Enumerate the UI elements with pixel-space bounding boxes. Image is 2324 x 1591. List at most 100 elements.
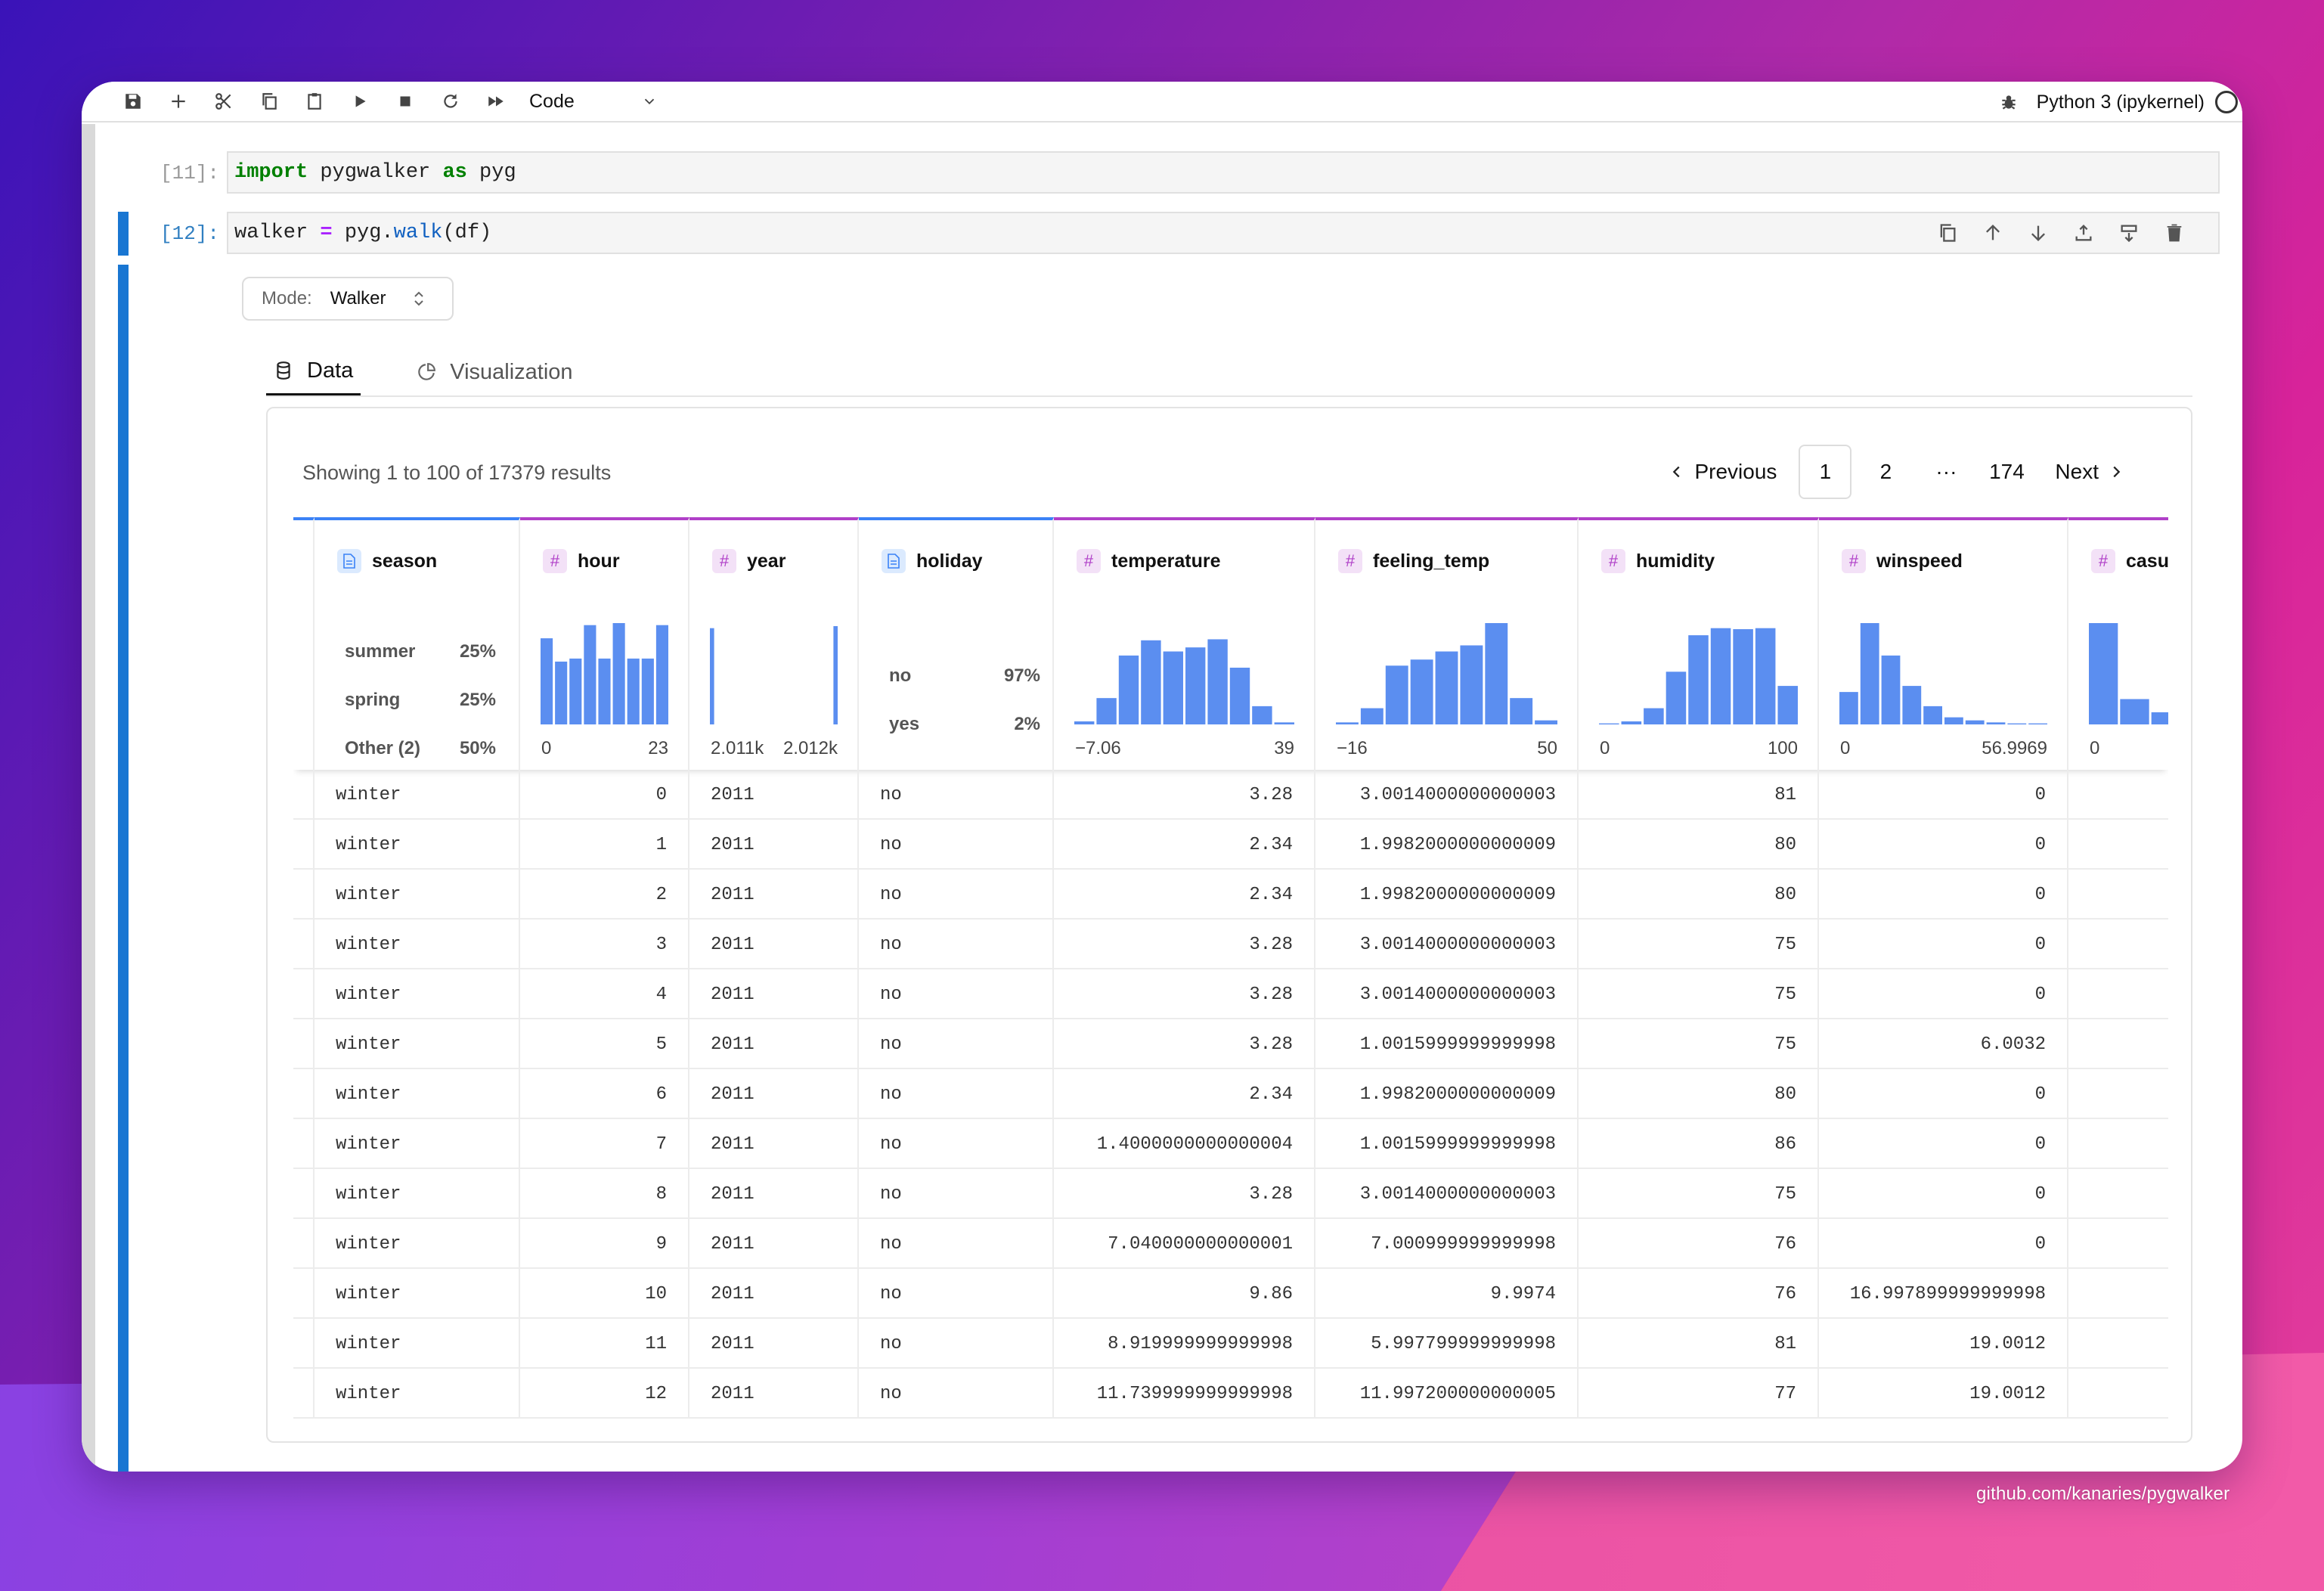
table-cell[interactable]: winter — [315, 969, 520, 1019]
table-cell-casual[interactable] — [2068, 1319, 2168, 1369]
table-cell[interactable]: 4 — [520, 969, 689, 1019]
table-cell[interactable]: 7.000999999999998 — [1315, 1219, 1579, 1269]
histogram-bar[interactable] — [1118, 655, 1139, 724]
table-cell[interactable]: 5 — [520, 1019, 689, 1069]
table-cell[interactable]: 80 — [1579, 870, 1819, 920]
table-row[interactable]: winter 11 2011 no 8.919999999999998 5.9977999… — [293, 1319, 2168, 1369]
histogram-bar[interactable] — [1510, 698, 1533, 724]
table-cell[interactable]: 1.0015999999999998 — [1315, 1119, 1579, 1169]
table-cell[interactable]: 1.4000000000000004 — [1054, 1119, 1315, 1169]
table-cell[interactable]: 75 — [1579, 1169, 1819, 1219]
code-cell-12[interactable]: walker = pyg. walk (df) — [227, 212, 2220, 254]
previous-page-button[interactable]: Previous — [1669, 460, 1777, 484]
table-cell-casual[interactable] — [2068, 1369, 2168, 1419]
table-cell[interactable]: 2.34 — [1054, 1069, 1315, 1119]
stop-icon[interactable] — [383, 86, 428, 116]
table-cell-casual[interactable] — [2068, 969, 2168, 1019]
table-cell[interactable]: 12 — [520, 1369, 689, 1419]
table-cell[interactable]: 2011 — [689, 1019, 859, 1069]
table-row[interactable]: winter 2 2011 no 2.34 1.9982000000000009 80 0 — [293, 870, 2168, 920]
table-cell[interactable]: 0 — [1819, 969, 2068, 1019]
histogram-bar[interactable] — [1485, 623, 1508, 724]
table-row[interactable]: winter 9 2011 no 7.040000000000001 7.00099999… — [293, 1219, 2168, 1269]
table-cell-casual[interactable] — [2068, 820, 2168, 870]
page-2-button[interactable]: 2 — [1879, 460, 1892, 483]
column-header-season[interactable]: season summer 25% spring 25% Other (2) 50% — [315, 517, 520, 770]
tab-data[interactable]: Data — [266, 354, 361, 396]
histogram-bar[interactable] — [541, 638, 553, 724]
histogram-bar[interactable] — [1435, 651, 1458, 724]
code-cell-11[interactable]: import pygwalker as pyg — [227, 151, 2220, 194]
table-cell[interactable]: 7 — [520, 1119, 689, 1169]
table-row[interactable]: winter 12 2011 no 11.739999999999998 11.99720… — [293, 1369, 2168, 1419]
table-cell[interactable]: winter — [315, 1319, 520, 1369]
table-cell[interactable]: 3.0014000000000003 — [1315, 770, 1579, 820]
histogram-bar[interactable] — [1923, 706, 1942, 724]
histogram-bar[interactable] — [1710, 628, 1731, 724]
table-row[interactable]: winter 5 2011 no 3.28 1.0015999999999998 75 6.0… — [293, 1019, 2168, 1069]
histogram-bar[interactable] — [1986, 722, 2006, 724]
table-cell[interactable]: 76 — [1579, 1219, 1819, 1269]
histogram-bar[interactable] — [710, 628, 714, 724]
table-cell[interactable]: 0 — [1819, 870, 2068, 920]
table-cell[interactable]: no — [859, 1019, 1054, 1069]
histogram-bar[interactable] — [641, 658, 654, 724]
table-cell-casual[interactable] — [2068, 1119, 2168, 1169]
histogram-bar[interactable] — [1902, 686, 1922, 724]
table-cell[interactable]: 3.28 — [1054, 1169, 1315, 1219]
table-cell[interactable]: 2011 — [689, 1319, 859, 1369]
table-cell[interactable]: 6 — [520, 1069, 689, 1119]
table-cell[interactable]: 3.0014000000000003 — [1315, 920, 1579, 969]
table-cell[interactable]: 3.28 — [1054, 1019, 1315, 1069]
table-cell[interactable]: 16.997899999999998 — [1819, 1269, 2068, 1319]
table-cell[interactable]: 1.9982000000000009 — [1315, 1069, 1579, 1119]
table-cell[interactable]: 5.997799999999998 — [1315, 1319, 1579, 1369]
histogram-bar[interactable] — [1839, 692, 1858, 724]
table-cell-casual[interactable] — [2068, 1069, 2168, 1119]
histogram-bar[interactable] — [598, 658, 611, 724]
table-cell[interactable]: 11.997200000000005 — [1315, 1369, 1579, 1419]
table-cell[interactable]: 0 — [1819, 1119, 2068, 1169]
histogram-bar[interactable] — [655, 625, 668, 724]
table-cell[interactable]: 2011 — [689, 1069, 859, 1119]
table-cell[interactable]: 75 — [1579, 969, 1819, 1019]
table-cell[interactable]: 3 — [520, 920, 689, 969]
table-cell[interactable]: winter — [315, 1169, 520, 1219]
histogram-bar[interactable] — [1860, 623, 1879, 724]
table-cell[interactable]: 2011 — [689, 870, 859, 920]
table-cell[interactable]: 2.34 — [1054, 820, 1315, 870]
histogram-bar[interactable] — [1688, 635, 1709, 724]
move-up-icon[interactable] — [1970, 222, 2016, 243]
table-row[interactable]: winter 3 2011 no 3.28 3.0014000000000003 75 0 — [293, 920, 2168, 969]
duplicate-cell-icon[interactable] — [1925, 222, 1970, 243]
table-cell[interactable]: no — [859, 1319, 1054, 1369]
histogram-bar[interactable] — [2151, 712, 2168, 724]
histogram-bar[interactable] — [612, 623, 625, 724]
table-cell-casual[interactable] — [2068, 920, 2168, 969]
table-cell[interactable]: winter — [315, 1019, 520, 1069]
column-header-casual[interactable]: # casual 0 — [2068, 517, 2168, 770]
next-page-button[interactable]: Next — [2055, 460, 2124, 484]
table-cell[interactable]: no — [859, 1219, 1054, 1269]
table-cell[interactable]: 1.9982000000000009 — [1315, 870, 1579, 920]
move-down-icon[interactable] — [2016, 222, 2061, 243]
table-cell[interactable]: no — [859, 820, 1054, 870]
table-cell[interactable]: 76 — [1579, 1269, 1819, 1319]
table-cell[interactable]: 0 — [520, 770, 689, 820]
table-cell[interactable]: winter — [315, 1269, 520, 1319]
tab-visualization[interactable]: Visualization — [409, 354, 580, 390]
table-cell[interactable]: 9.86 — [1054, 1269, 1315, 1319]
table-cell[interactable]: 3.28 — [1054, 920, 1315, 969]
histogram-bar[interactable] — [1141, 640, 1161, 724]
table-cell[interactable]: winter — [315, 770, 520, 820]
table-cell[interactable]: 8 — [520, 1169, 689, 1219]
output-cell-indicator[interactable] — [118, 265, 129, 1472]
table-cell[interactable]: 2011 — [689, 1369, 859, 1419]
table-cell-casual[interactable] — [2068, 1269, 2168, 1319]
table-cell-casual[interactable] — [2068, 1219, 2168, 1269]
table-cell[interactable]: winter — [315, 1369, 520, 1419]
table-row[interactable]: winter 0 2011 no 3.28 3.0014000000000003 81 0 — [293, 770, 2168, 820]
table-cell[interactable]: 0 — [1819, 770, 2068, 820]
table-cell[interactable]: 7.040000000000001 — [1054, 1219, 1315, 1269]
table-cell[interactable]: 1.9982000000000009 — [1315, 820, 1579, 870]
